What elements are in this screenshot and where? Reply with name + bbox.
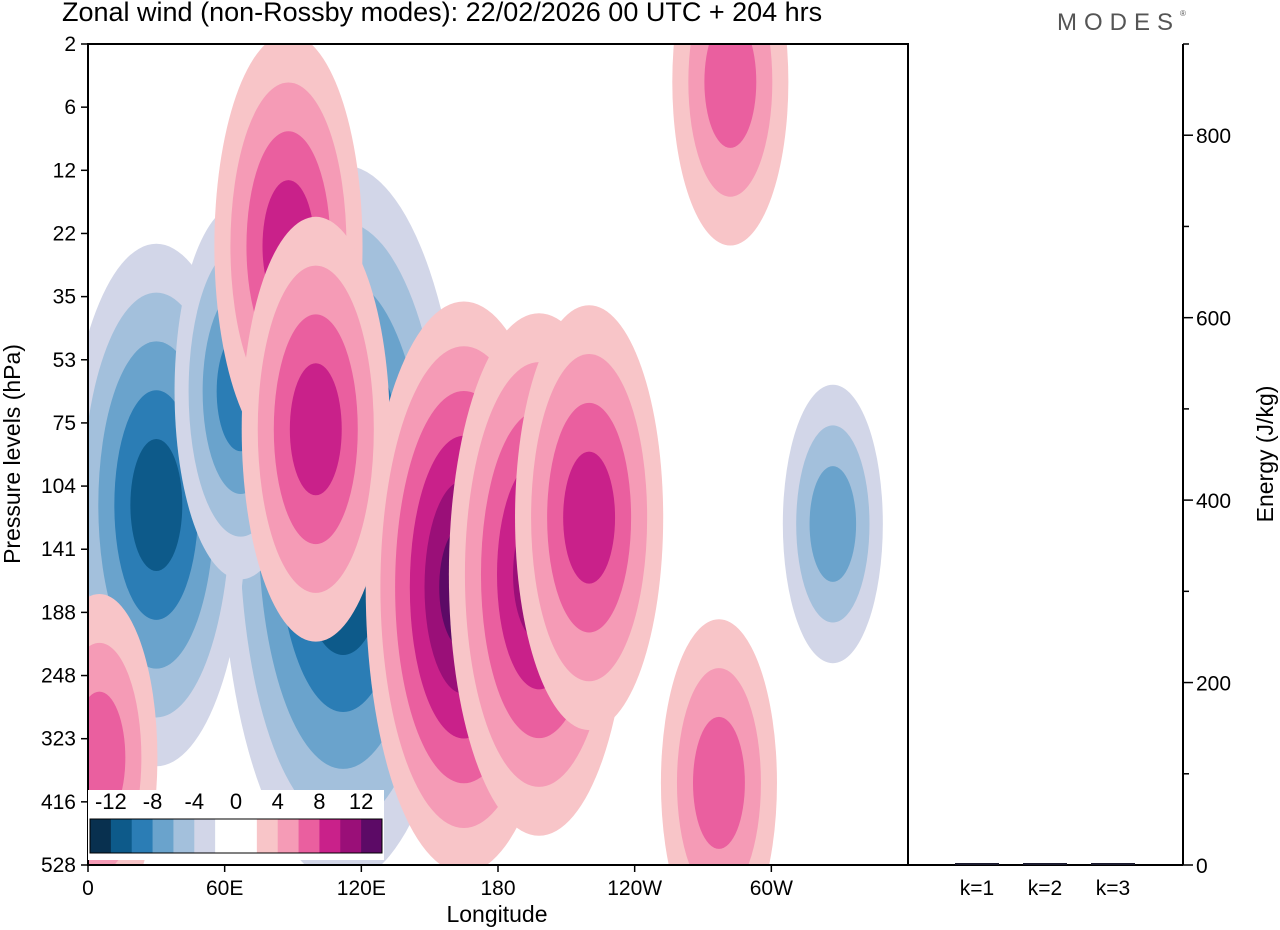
- energy-category-label-k=3: k=3: [1096, 877, 1130, 900]
- colorbar-swatch-11: [298, 819, 320, 853]
- colorbar-label--8: -8: [143, 789, 163, 814]
- contour-positive-upper-right-level-3: [704, 44, 757, 148]
- logo-text: MODES: [1057, 9, 1181, 36]
- energy-bar-k=1: [955, 863, 999, 865]
- energy-bar-k=3: [1091, 863, 1135, 865]
- colorbar-frame: [89, 818, 383, 854]
- contour-positive-upper-right: [672, 44, 789, 246]
- contour-field: [88, 44, 883, 865]
- colorbar-swatch-2: [110, 819, 133, 853]
- y-tick-label-2: 2: [64, 33, 76, 56]
- y-tick-label-75: 75: [53, 412, 76, 435]
- energy-bar-k=2: [1023, 863, 1067, 865]
- energy-tick-label-0: 0: [1196, 855, 1208, 878]
- colorbar-label-8: 8: [313, 789, 325, 814]
- colorbar-swatch-12: [319, 819, 341, 853]
- y-tick-label-416: 416: [41, 791, 76, 814]
- y-tick-label-528: 528: [41, 854, 76, 877]
- pressure-axis: 2 6 12 22 35 53 75 104 141 188 248 323 416 528: [41, 33, 88, 877]
- main-heatmap-plot: 0 60E 120E 180 120W 60W 2 6 12 22 35 53 75 104 141 188…: [0, 33, 909, 927]
- contour-positive-band-mid-level-4: [289, 363, 342, 496]
- energy-axis: 0 200 400 600 800: [1183, 43, 1231, 878]
- y-tick-label-141: 141: [41, 538, 76, 561]
- colorbar-swatch-9: [256, 819, 279, 853]
- y-tick-label-53: 53: [53, 349, 76, 372]
- colorbar-label-0: 0: [230, 789, 242, 814]
- colorbar-swatch-10: [277, 819, 300, 853]
- colorbar-swatch-8: [236, 819, 258, 853]
- contour-positive-lower: [660, 619, 777, 865]
- y-tick-label-6: 6: [64, 96, 76, 119]
- x-tick-label-60W: 60W: [750, 877, 793, 900]
- contour-negative-core-B-level-5: [130, 438, 183, 572]
- colorbar-swatch-1: [90, 819, 112, 853]
- y-tick-label-104: 104: [41, 475, 76, 498]
- colorbar: -12 -8 -4 0 4 8 12: [88, 789, 384, 860]
- y-tick-label-323: 323: [41, 728, 76, 751]
- colorbar-swatch-3: [131, 819, 154, 853]
- y-tick-label-35: 35: [53, 286, 76, 309]
- energy-tick-label-200: 200: [1196, 673, 1231, 696]
- x-tick-label-180: 180: [480, 877, 515, 900]
- energy-tick-label-400: 400: [1196, 490, 1231, 513]
- y-tick-label-12: 12: [53, 159, 76, 182]
- y-tick-label-22: 22: [53, 222, 76, 245]
- energy-axis-label: Energy (J/kg): [1252, 386, 1278, 523]
- x-axis-label: Longitude: [446, 901, 547, 927]
- colorbar-label--4: -4: [185, 789, 205, 814]
- contour-negative-right-level-3: [809, 466, 857, 582]
- colorbar-label-4: 4: [272, 789, 284, 814]
- x-tick-label-60E: 60E: [206, 877, 243, 900]
- y-tick-label-248: 248: [41, 665, 76, 688]
- x-tick-label-120W: 120W: [607, 877, 662, 900]
- energy-tick-label-600: 600: [1196, 308, 1231, 331]
- colorbar-swatch-4: [152, 819, 174, 853]
- colorbar-swatch-14: [361, 819, 383, 853]
- colorbar-swatch-7: [215, 819, 237, 853]
- longitude-axis: 0 60E 120E 180 120W 60W: [82, 865, 793, 900]
- colorbar-swatch-6: [194, 819, 216, 853]
- energy-category-label-k=1: k=1: [960, 877, 994, 900]
- energy-bars: k=1 k=2 k=3: [955, 863, 1135, 900]
- contour-negative-right: [782, 384, 883, 664]
- colorbar-label-12: 12: [349, 789, 373, 814]
- energy-category-label-k=2: k=2: [1028, 877, 1062, 900]
- colorbar-swatch-13: [340, 819, 362, 853]
- y-tick-label-188: 188: [41, 601, 76, 624]
- x-tick-label-120E: 120E: [337, 877, 386, 900]
- chart-title: Zonal wind (non-Rossby modes): 22/02/202…: [62, 0, 823, 27]
- registered-mark: ®: [1180, 9, 1186, 18]
- energy-bar-plot: 0 200 400 600 800 k=1 k=2 k=3 Energy (J/kg): [908, 43, 1278, 900]
- contour-positive-lower-level-3: [692, 716, 745, 849]
- colorbar-label--12: -12: [95, 789, 127, 814]
- contour-positive-core-C: [515, 305, 664, 731]
- contour-positive-band-mid: [241, 216, 390, 642]
- modes-logo: MODES®: [1057, 9, 1186, 37]
- x-tick-label-0: 0: [82, 877, 94, 900]
- energy-tick-label-800: 800: [1196, 125, 1231, 148]
- colorbar-swatch-5: [173, 819, 195, 853]
- y-axis-label: Pressure levels (hPa): [0, 344, 25, 564]
- contour-positive-core-C-level-4: [563, 451, 616, 584]
